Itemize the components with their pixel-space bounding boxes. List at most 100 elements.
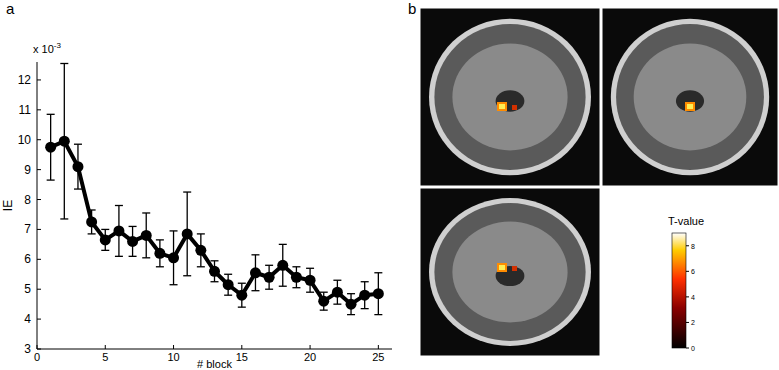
y-tick-label: 3	[24, 342, 31, 356]
marker	[359, 290, 370, 301]
activation	[497, 102, 507, 111]
error-cap	[115, 205, 123, 206]
y-axis	[37, 62, 38, 349]
ventricle	[496, 266, 525, 286]
y-multiplier-base: x 10	[33, 43, 54, 55]
ventricle	[496, 90, 525, 111]
brain-gray	[434, 24, 585, 170]
y-tick-label: 5	[24, 282, 31, 296]
error-cap	[224, 274, 232, 275]
marker	[45, 142, 56, 153]
error-cap	[47, 114, 55, 115]
y-tick	[37, 169, 41, 170]
marker	[236, 290, 247, 301]
marker	[223, 279, 234, 290]
x-tick-label: 20	[304, 351, 316, 363]
error-cap	[347, 314, 355, 315]
colorbar-tick-label: 6	[691, 268, 695, 275]
colorbar-tick-label: 8	[691, 243, 695, 250]
error-cap	[279, 286, 287, 287]
error-cap	[292, 266, 300, 267]
y-tick-label: 10	[18, 133, 32, 147]
marker	[264, 272, 275, 283]
marker	[209, 266, 220, 277]
error-cap	[74, 188, 82, 189]
error-cap	[279, 244, 287, 245]
colorbar-tick-label: 4	[691, 294, 695, 301]
error-cap	[374, 272, 382, 273]
marker	[59, 136, 70, 147]
ventricle	[676, 90, 704, 111]
marker	[141, 230, 152, 241]
y-tick-label: 4	[24, 312, 31, 326]
marker	[291, 272, 302, 283]
colorbar-label: T-value	[668, 215, 704, 227]
error-cap	[156, 239, 164, 240]
x-tick	[37, 345, 38, 349]
activation	[512, 266, 517, 271]
colorbar-tick	[686, 271, 689, 272]
y-tick	[37, 139, 41, 140]
x-tick-label: 25	[372, 351, 384, 363]
y-multiplier-exponent: -3	[54, 41, 62, 50]
error-cap	[238, 283, 246, 284]
x-tick	[378, 345, 379, 349]
y-tick	[37, 349, 41, 350]
colorbar-tick	[686, 296, 689, 297]
y-tick-label: 9	[24, 163, 31, 177]
error-cap	[170, 284, 178, 285]
error-cap	[115, 256, 123, 257]
marker	[250, 267, 261, 278]
error-cap	[361, 281, 369, 282]
marker	[72, 161, 83, 172]
skull	[611, 19, 769, 176]
activation	[499, 265, 505, 270]
marker	[373, 288, 384, 299]
marker	[127, 236, 138, 247]
error-cap	[129, 256, 137, 257]
panel-label: b	[408, 0, 416, 17]
error-cap	[156, 266, 164, 267]
error-cap	[347, 293, 355, 294]
marker	[168, 252, 179, 263]
x-axis	[37, 349, 392, 350]
error-cap	[211, 260, 219, 261]
error-cap	[170, 230, 178, 231]
error-cap	[88, 233, 96, 234]
error-cap	[101, 229, 109, 230]
x-axis-label: # block	[197, 358, 232, 370]
line	[51, 141, 379, 304]
figure: a34567891011120510152025x 10-3IE# blockb…	[0, 0, 779, 370]
marker	[154, 248, 165, 259]
activation	[685, 102, 695, 111]
colorbar-tick	[686, 322, 689, 323]
error-cap	[142, 212, 150, 213]
slice-background	[602, 8, 778, 186]
colorbar-tick-label: 0	[691, 345, 695, 352]
error-cap	[251, 254, 259, 255]
y-tick	[37, 79, 41, 80]
colorbar-tick-label: 2	[691, 319, 695, 326]
y-tick-label: 8	[24, 193, 31, 207]
error-cap	[74, 144, 82, 145]
activation	[512, 105, 517, 110]
brain-slice	[602, 8, 778, 186]
colorbar-tick	[686, 245, 689, 246]
error-cap	[129, 226, 137, 227]
y-tick-label: 6	[24, 252, 31, 266]
y-tick-label: 11	[19, 103, 32, 117]
error-cap	[47, 179, 55, 180]
y-tick	[37, 319, 41, 320]
error-cap	[265, 289, 273, 290]
marker	[100, 234, 111, 245]
activation	[687, 104, 693, 109]
marker	[318, 296, 329, 307]
slice-background	[420, 188, 600, 356]
x-tick	[241, 345, 242, 349]
x-tick	[105, 345, 106, 349]
plot-area	[45, 63, 384, 314]
error-cap	[183, 191, 191, 192]
error-cap	[224, 295, 232, 296]
error-cap	[292, 287, 300, 288]
y-tick	[37, 259, 41, 260]
